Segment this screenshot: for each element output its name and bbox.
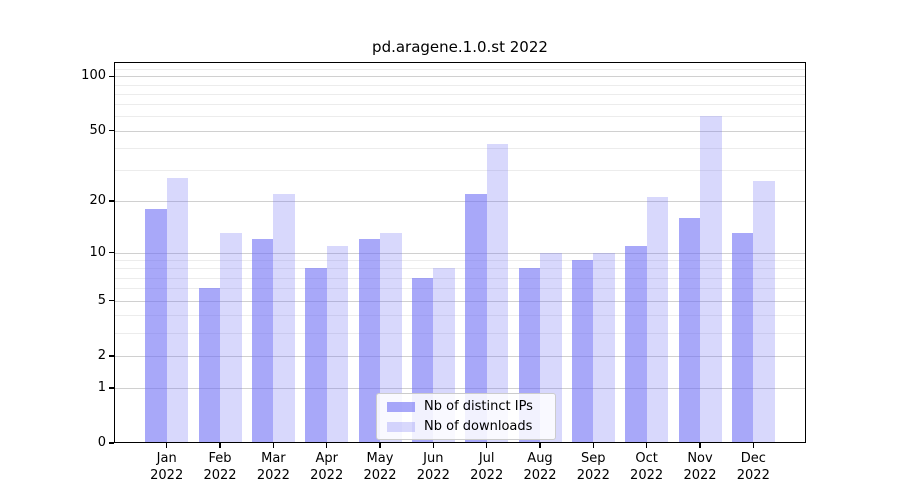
minor-gridline <box>114 104 806 106</box>
x-tick-mark <box>379 443 381 448</box>
x-tick-label: May 2022 <box>363 451 397 483</box>
plot-area <box>114 62 806 443</box>
minor-gridline <box>114 148 806 149</box>
major-gridline <box>114 300 806 302</box>
bar-downloads <box>273 193 295 443</box>
bar-distinct-ips <box>305 268 327 443</box>
bar-distinct-ips <box>571 260 594 443</box>
x-tick-mark <box>272 443 275 448</box>
bar-distinct-ips <box>678 217 700 443</box>
bar-downloads <box>380 233 402 443</box>
legend: Nb of distinct IPs Nb of downloads <box>376 393 556 440</box>
minor-gridline <box>114 332 806 334</box>
major-gridline <box>114 252 806 254</box>
bar-distinct-ips <box>731 233 754 443</box>
x-tick-label: Feb 2022 <box>203 451 237 483</box>
y-tick-mark <box>108 251 114 254</box>
x-tick-mark <box>485 443 488 448</box>
bar-distinct-ips <box>465 193 487 443</box>
bar-downloads <box>166 178 189 443</box>
chart-title: pd.aragene.1.0.st 2022 <box>372 38 548 56</box>
bar-downloads <box>593 252 615 443</box>
legend-item-downloads: Nb of downloads <box>387 419 545 434</box>
x-tick-mark <box>645 443 648 448</box>
x-tick-mark <box>752 443 754 448</box>
minor-gridline <box>114 268 806 270</box>
bar-distinct-ips <box>198 288 220 443</box>
y-tick-label: 1 <box>97 379 106 395</box>
bar-distinct-ips <box>145 209 167 443</box>
x-tick-label: Aug 2022 <box>523 451 557 483</box>
y-tick-mark <box>108 129 114 132</box>
y-tick-mark <box>108 200 114 202</box>
x-tick-label: Sep 2022 <box>576 451 610 483</box>
y-tick-mark <box>108 355 114 357</box>
bar-downloads <box>220 233 242 443</box>
x-tick-label: Jun 2022 <box>416 451 450 483</box>
major-gridline <box>114 201 806 203</box>
y-tick-mark <box>108 387 114 389</box>
minor-gridline <box>114 315 806 317</box>
bar-downloads <box>326 245 349 443</box>
legend-label-distinct-ips: Nb of distinct IPs <box>424 399 533 414</box>
y-tick-label: 50 <box>89 122 106 138</box>
x-tick-label: Apr 2022 <box>310 451 344 483</box>
bar-downloads <box>486 144 509 443</box>
x-tick-mark <box>592 443 595 448</box>
x-tick-label: Nov 2022 <box>683 451 717 483</box>
y-tick-label: 20 <box>89 193 106 209</box>
y-tick-label: 2 <box>97 347 106 363</box>
minor-gridline <box>114 170 806 172</box>
bar-downloads <box>753 181 775 443</box>
x-tick-label: Mar 2022 <box>256 451 290 483</box>
x-tick-mark <box>219 443 221 448</box>
y-tick-mark <box>108 442 114 444</box>
x-tick-mark <box>432 443 435 448</box>
minor-gridline <box>114 288 806 290</box>
legend-swatch-downloads <box>387 421 415 432</box>
y-tick-mark <box>108 299 114 302</box>
minor-gridline <box>114 116 806 118</box>
x-tick-mark <box>699 443 701 448</box>
bar-distinct-ips <box>625 245 647 443</box>
y-tick-label: 10 <box>89 244 106 260</box>
minor-gridline <box>114 277 806 279</box>
bar-distinct-ips <box>251 239 274 443</box>
legend-swatch-distinct-ips <box>387 401 415 412</box>
bar-downloads <box>646 197 669 443</box>
x-tick-mark <box>325 443 328 448</box>
bar-downloads <box>700 116 722 443</box>
bar-distinct-ips <box>358 239 380 443</box>
x-tick-label: Jul 2022 <box>470 451 504 483</box>
x-tick-label: Dec 2022 <box>736 451 770 483</box>
y-tick-label: 100 <box>81 68 106 84</box>
minor-gridline <box>114 260 806 262</box>
major-gridline <box>114 355 806 357</box>
y-tick-label: 5 <box>97 292 106 308</box>
y-tick-label: 0 <box>97 435 106 450</box>
x-tick-mark <box>539 443 541 448</box>
minor-gridline <box>114 93 806 95</box>
major-gridline <box>114 130 806 132</box>
x-tick-mark <box>165 443 168 448</box>
major-gridline <box>114 76 806 78</box>
minor-gridline <box>114 68 806 70</box>
major-gridline <box>114 387 806 389</box>
x-tick-label: Jan 2022 <box>150 451 184 483</box>
x-tick-label: Oct 2022 <box>630 451 664 483</box>
minor-gridline <box>114 84 806 86</box>
legend-item-distinct-ips: Nb of distinct IPs <box>387 399 545 414</box>
y-tick-mark <box>108 75 114 78</box>
legend-label-downloads: Nb of downloads <box>424 419 533 434</box>
